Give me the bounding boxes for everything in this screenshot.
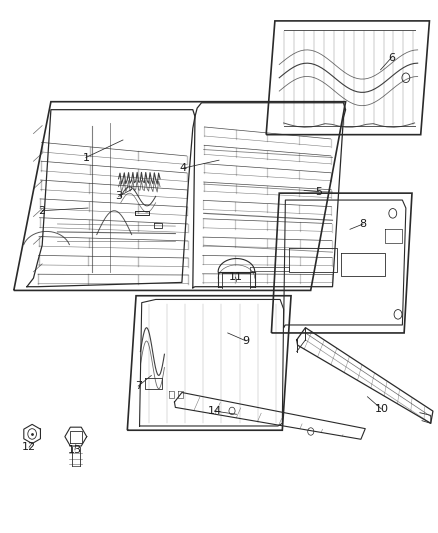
Text: 1: 1 — [82, 152, 89, 163]
Text: 6: 6 — [388, 53, 395, 62]
Text: 2: 2 — [39, 206, 46, 216]
Text: 7: 7 — [134, 381, 142, 391]
Text: 11: 11 — [229, 272, 243, 282]
Text: 9: 9 — [243, 336, 250, 346]
Text: 10: 10 — [374, 404, 389, 414]
Text: 13: 13 — [68, 445, 82, 455]
Text: 4: 4 — [180, 163, 187, 173]
Text: 12: 12 — [22, 442, 36, 452]
Text: 8: 8 — [360, 219, 367, 229]
Text: 14: 14 — [208, 406, 222, 416]
Text: 3: 3 — [115, 191, 122, 201]
Text: 5: 5 — [315, 187, 322, 197]
